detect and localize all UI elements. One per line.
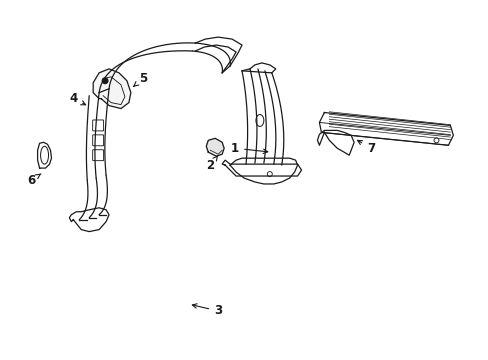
Text: 1: 1 <box>230 142 267 155</box>
Polygon shape <box>93 69 131 109</box>
Circle shape <box>102 78 108 84</box>
Text: 3: 3 <box>192 304 222 318</box>
Text: 5: 5 <box>133 72 146 86</box>
Polygon shape <box>206 138 224 156</box>
Text: 4: 4 <box>69 92 85 105</box>
Text: 2: 2 <box>206 156 217 172</box>
Text: 6: 6 <box>27 174 41 186</box>
Text: 7: 7 <box>357 140 374 155</box>
